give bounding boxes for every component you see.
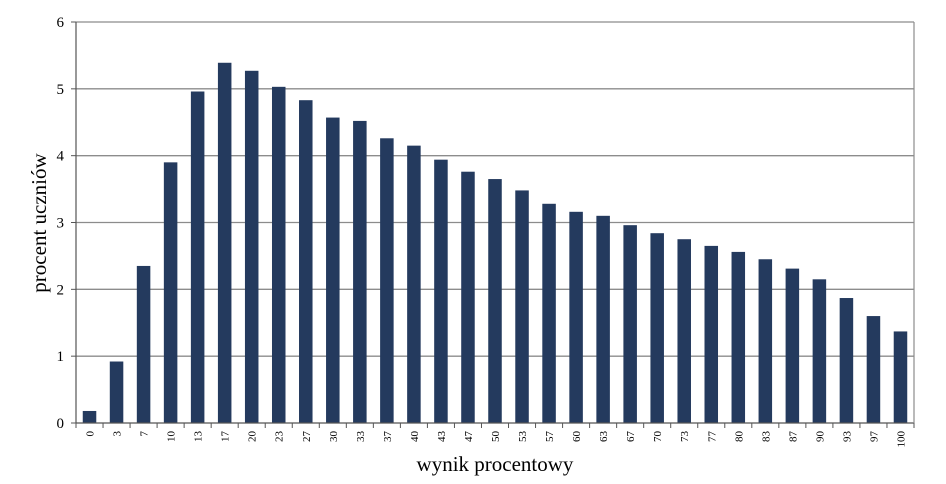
bar-90: [812, 279, 827, 423]
bar-13: [190, 91, 205, 424]
x-tick-label: 23: [274, 431, 286, 443]
bar-83: [758, 259, 773, 423]
bar-93: [839, 298, 854, 423]
x-tick-label: 30: [328, 431, 340, 443]
bar-43: [434, 159, 448, 423]
y-tick-label: 4: [57, 149, 65, 165]
x-tick-label: 90: [814, 431, 826, 443]
x-tick-label: 93: [841, 431, 853, 443]
x-tick-label: 63: [598, 431, 610, 443]
x-axis-label: wynik procentowy: [417, 452, 574, 476]
y-tick-labels: 0 1 2 3 4 5 6: [57, 15, 65, 432]
x-tick-label: 40: [409, 431, 421, 443]
bar-53: [515, 190, 529, 423]
x-tick-label: 57: [544, 431, 556, 443]
axes: [71, 21, 915, 428]
y-tick-label: 3: [57, 216, 65, 232]
bar-80: [731, 251, 746, 423]
y-tick-label: 2: [57, 282, 65, 298]
bars: [82, 62, 908, 424]
y-tick-label: 0: [57, 416, 65, 432]
bar-97: [866, 316, 881, 423]
x-tick-label: 0: [85, 431, 97, 437]
x-tick-label: 7: [139, 431, 151, 437]
bar-27: [299, 100, 313, 423]
y-tick-label: 1: [57, 349, 65, 365]
bar-70: [650, 233, 664, 423]
x-tick-label: 67: [625, 431, 637, 443]
bar-7: [136, 265, 151, 423]
bar-100: [893, 331, 908, 423]
y-tick-label: 6: [57, 15, 65, 31]
bar-50: [488, 179, 502, 423]
bar-30: [326, 117, 340, 424]
bar-20: [244, 70, 259, 423]
x-tick-label: 50: [490, 431, 502, 443]
x-tick-label: 83: [760, 431, 772, 443]
x-tick-label: 13: [193, 431, 205, 443]
x-tick-label: 10: [166, 431, 178, 443]
x-tick-label: 73: [679, 431, 691, 443]
bar-0: [82, 410, 97, 423]
bar-10: [163, 162, 178, 423]
x-tick-label: 43: [436, 431, 448, 443]
bar-40: [407, 145, 421, 423]
x-tick-label: 100: [895, 431, 907, 448]
bar-37: [380, 138, 394, 424]
bar-73: [677, 239, 691, 423]
bar-87: [785, 268, 800, 423]
bar-57: [542, 203, 556, 423]
bar-23: [271, 86, 286, 423]
x-tick-labels: 0 3 7 10 13 17 20 23 27 30 33 37 40 43 47 50 53 57 60 63 67 7…: [85, 431, 908, 448]
x-tick-label: 80: [733, 431, 745, 443]
x-tick-label: 17: [220, 431, 232, 443]
x-tick-label: 70: [652, 431, 664, 443]
bar-33: [353, 120, 367, 423]
x-tick-label: 97: [868, 431, 880, 443]
y-tick-label: 5: [57, 82, 65, 98]
x-tick-label: 53: [517, 431, 529, 443]
x-tick-label: 77: [706, 431, 718, 443]
x-tick-label: 87: [787, 431, 799, 443]
bar-63: [596, 215, 610, 423]
x-tick-label: 20: [247, 431, 259, 443]
x-tick-label: 3: [112, 431, 124, 437]
bar-67: [623, 225, 637, 423]
x-tick-label: 47: [463, 431, 475, 443]
x-tick-label: 37: [382, 431, 394, 443]
bar-77: [704, 245, 719, 423]
bar-60: [569, 211, 583, 423]
bar-47: [461, 171, 475, 423]
y-axis-label: procent uczniów: [27, 152, 51, 292]
x-tick-label: 27: [301, 431, 313, 443]
bar-3: [109, 361, 124, 423]
x-tick-label: 60: [571, 431, 583, 443]
x-tick-label: 33: [355, 431, 367, 443]
bar-17: [217, 62, 232, 423]
